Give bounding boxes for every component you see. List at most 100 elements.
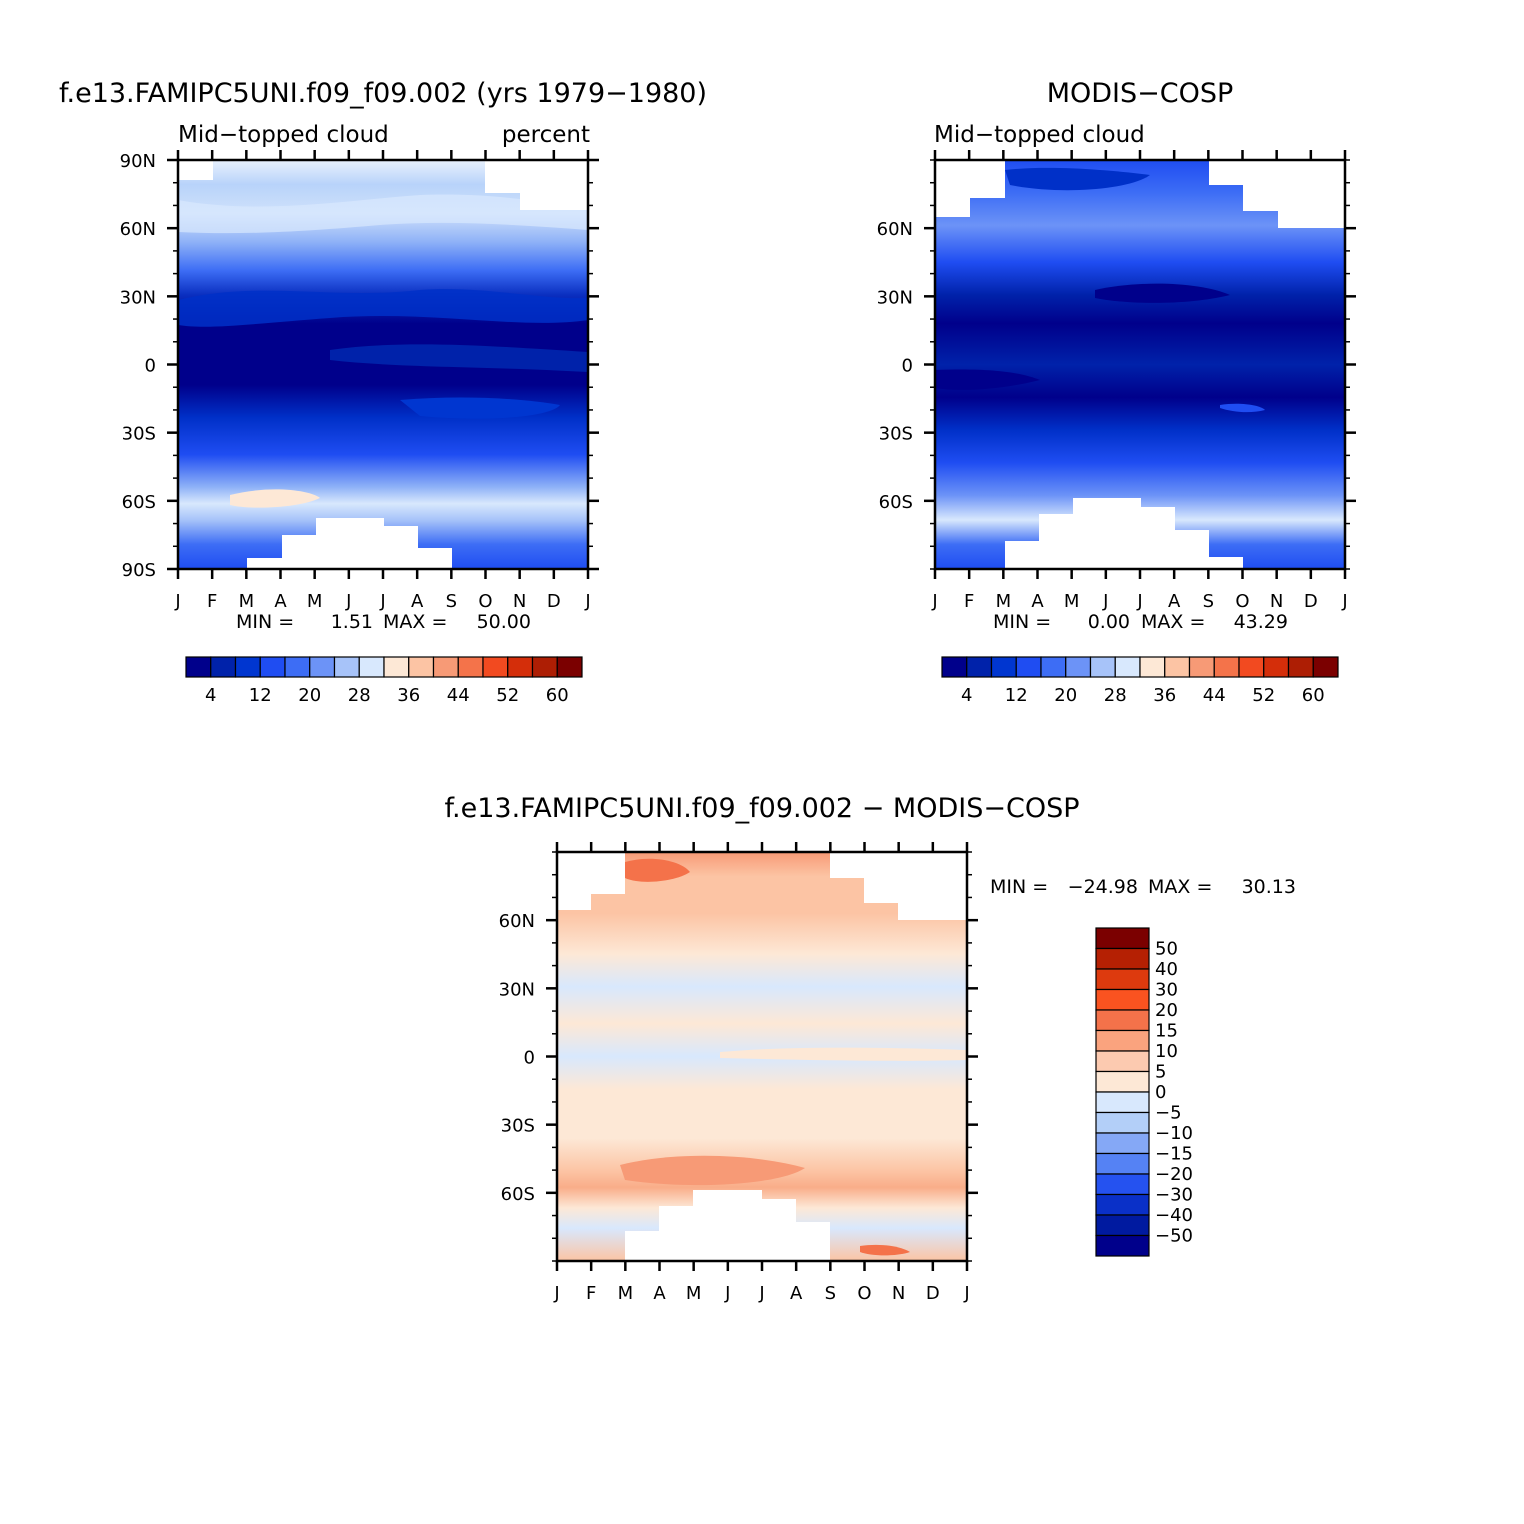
panel-diff-blob-80s [860, 1244, 910, 1256]
colorbar-label: −20 [1155, 1164, 1193, 1185]
panel-obs-band-30n [1095, 283, 1230, 303]
x-tick-label: J [1102, 591, 1108, 612]
x-tick-label: N [892, 1283, 905, 1304]
x-tick-label: O [857, 1283, 871, 1304]
colorbar-label: 15 [1155, 1021, 1178, 1042]
x-tick-label: A [411, 591, 424, 612]
x-tick-label: N [1270, 591, 1283, 612]
colorbar-box [556, 656, 583, 678]
colorbar-label: 36 [397, 685, 420, 706]
colorbar-box [1095, 1214, 1150, 1237]
colorbar-box [1095, 1070, 1150, 1093]
colorbar-box [482, 656, 509, 678]
colorbar-box [990, 656, 1017, 678]
colorbar-box [333, 656, 360, 678]
colorbar-label: −15 [1155, 1144, 1193, 1165]
panel-diff-min-value: −24.98 [1068, 876, 1138, 898]
colorbar-label: 36 [1153, 685, 1176, 706]
colorbar-box [1095, 1193, 1150, 1216]
colorbar-label: 52 [496, 685, 519, 706]
panel-model-band-eq [330, 344, 588, 372]
panel-model-units-label: percent [502, 122, 590, 148]
panel-model-title: f.e13.FAMIPC5UNI.f09_f09.002 (yrs 1979−1… [59, 78, 707, 109]
colorbar-box [1114, 656, 1141, 678]
colorbar-box [1095, 1009, 1150, 1032]
x-tick-label: J [1341, 591, 1347, 612]
colorbar-box [1089, 656, 1116, 678]
colorbar-box [309, 656, 336, 678]
x-tick-label: F [964, 591, 974, 612]
x-tick-label: M [1064, 591, 1080, 612]
colorbar-label: 60 [1302, 685, 1325, 706]
panel-diff-mask-antarctic [625, 1190, 830, 1261]
x-tick-label: M [996, 591, 1012, 612]
panel-obs-mask-nw [935, 160, 1005, 217]
y-tick-label: 30S [501, 1116, 535, 1137]
x-tick-label: S [446, 591, 457, 612]
x-tick-label: J [724, 1283, 730, 1304]
colorbar-box [1095, 1152, 1150, 1175]
panel-obs-mask-antarctic [1005, 498, 1243, 569]
y-tick-label: 30N [120, 287, 156, 308]
x-tick-label: A [1031, 591, 1044, 612]
x-tick-label: S [1203, 591, 1214, 612]
panel-obs-min-label: MIN = [993, 611, 1051, 633]
colorbar-box [1095, 1173, 1150, 1196]
x-tick-label: M [307, 591, 323, 612]
y-tick-label: 60N [120, 219, 156, 240]
panel-model-variable-label: Mid−topped cloud [178, 122, 389, 148]
colorbar-label: −30 [1155, 1185, 1193, 1206]
colorbar-label: 28 [348, 685, 371, 706]
x-tick-label: J [1136, 591, 1142, 612]
x-tick-label: O [478, 591, 492, 612]
colorbar-box [507, 656, 534, 678]
x-tick-label: J [553, 1283, 559, 1304]
x-tick-label: F [586, 1283, 596, 1304]
panel-obs-min-value: 0.00 [1088, 611, 1130, 633]
colorbar-box [383, 656, 410, 678]
y-tick-label: 30S [879, 424, 913, 445]
y-tick-label: 30N [877, 287, 913, 308]
panel-model-mask-antarctic [247, 518, 452, 569]
panel-obs-stats: MIN = 0.00 MAX = 43.29 [993, 611, 1288, 633]
colorbar-box [432, 656, 459, 678]
colorbar-label: −50 [1155, 1226, 1193, 1247]
panel-diff-stats: MIN = −24.98 MAX = 30.13 [990, 876, 1296, 898]
panel-model-band-15s [400, 397, 560, 419]
y-tick-label: 90S [122, 560, 156, 581]
panel-model-band-65n [178, 194, 588, 234]
colorbar-box [1213, 656, 1240, 678]
panel-obs-max-label: MAX = [1141, 611, 1205, 633]
y-tick-label: 90N [120, 151, 156, 172]
colorbar-box [185, 656, 212, 678]
colorbar-box [1095, 1091, 1150, 1114]
y-tick-label: 60N [499, 911, 535, 932]
colorbar-box [1287, 656, 1314, 678]
colorbar-box [1065, 656, 1092, 678]
colorbar-box [1312, 656, 1339, 678]
x-tick-label: D [926, 1283, 940, 1304]
colorbar-label: 44 [447, 685, 470, 706]
colorbar-label: −5 [1155, 1103, 1182, 1124]
colorbar-label: 0 [1155, 1082, 1166, 1103]
panel-obs-variable-label: Mid−topped cloud [934, 122, 1145, 148]
panel-obs-band-80n [1005, 167, 1150, 191]
y-tick-label: 30S [122, 424, 156, 445]
colorbar-box [1095, 1132, 1150, 1155]
panel-model-mask-nw2 [178, 160, 213, 180]
colorbar-box [1238, 656, 1265, 678]
colorbar-box [1188, 656, 1215, 678]
panel-diff-min-label: MIN = [990, 876, 1048, 898]
y-tick-label: 60S [879, 492, 913, 513]
colorbar-box [966, 656, 993, 678]
x-tick-label: J [379, 591, 385, 612]
x-tick-label: F [207, 591, 217, 612]
y-tick-label: 0 [524, 1048, 535, 1069]
colorbar-box [408, 656, 435, 678]
panel-diff-title: f.e13.FAMIPC5UNI.f09_f09.002 − MODIS−COS… [445, 793, 1080, 824]
